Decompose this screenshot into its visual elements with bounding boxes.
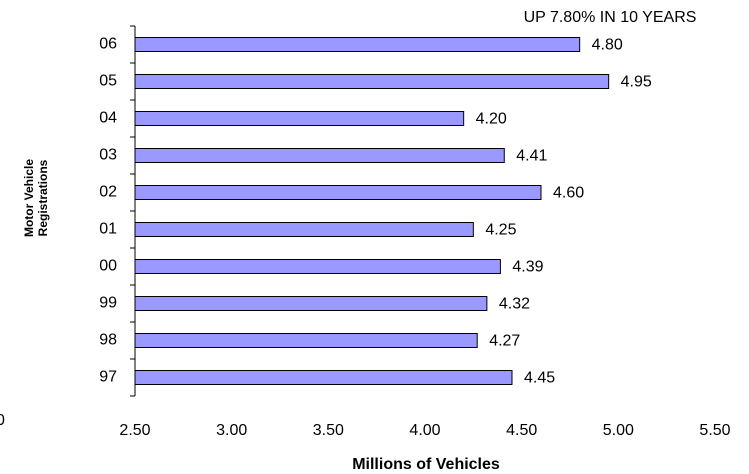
value-label: 4.32 (499, 296, 530, 313)
bar (134, 370, 513, 385)
stray-label: 0 (0, 412, 5, 429)
bar (134, 259, 501, 274)
bar (134, 185, 542, 200)
x-tick-label: 5.50 (699, 422, 730, 439)
value-label: 4.27 (489, 333, 520, 350)
value-label: 4.60 (553, 185, 584, 202)
bar (134, 333, 478, 348)
value-label: 4.20 (476, 111, 507, 128)
x-tick-label: 2.50 (119, 422, 150, 439)
y-tick-label: 97 (99, 369, 117, 386)
annotation: UP 7.80% IN 10 YEARS (524, 9, 697, 26)
value-label: 4.80 (592, 37, 623, 54)
y-tick-label: 98 (99, 332, 117, 349)
value-label: 4.45 (524, 370, 555, 387)
value-label: 4.41 (516, 148, 547, 165)
y-axis-title: Registrations (36, 159, 50, 236)
y-tick-label: 06 (99, 36, 117, 53)
y-tick-label: 00 (99, 258, 117, 275)
x-tick-label: 3.50 (313, 422, 344, 439)
bar (134, 222, 474, 237)
x-tick-label: 3.00 (216, 422, 247, 439)
y-axis-title: Motor Vehicle (22, 159, 36, 237)
value-label: 4.25 (485, 222, 516, 239)
y-tick-label: 99 (99, 295, 117, 312)
y-tick-label: 03 (99, 147, 117, 164)
y-tick-label: 01 (99, 221, 117, 238)
bar (134, 296, 488, 311)
bar (134, 74, 610, 89)
x-axis-title: Millions of Vehicles (352, 456, 500, 473)
x-tick-label: 4.00 (409, 422, 440, 439)
bar (134, 37, 581, 52)
value-label: 4.39 (512, 259, 543, 276)
x-tick-label: 5.00 (603, 422, 634, 439)
x-tick-label: 4.50 (506, 422, 537, 439)
y-tick-label: 02 (99, 184, 117, 201)
y-tick-label: 05 (99, 73, 117, 90)
value-label: 4.95 (621, 74, 652, 91)
y-tick-label: 04 (99, 110, 117, 127)
bar (134, 111, 465, 126)
bar (134, 148, 505, 163)
